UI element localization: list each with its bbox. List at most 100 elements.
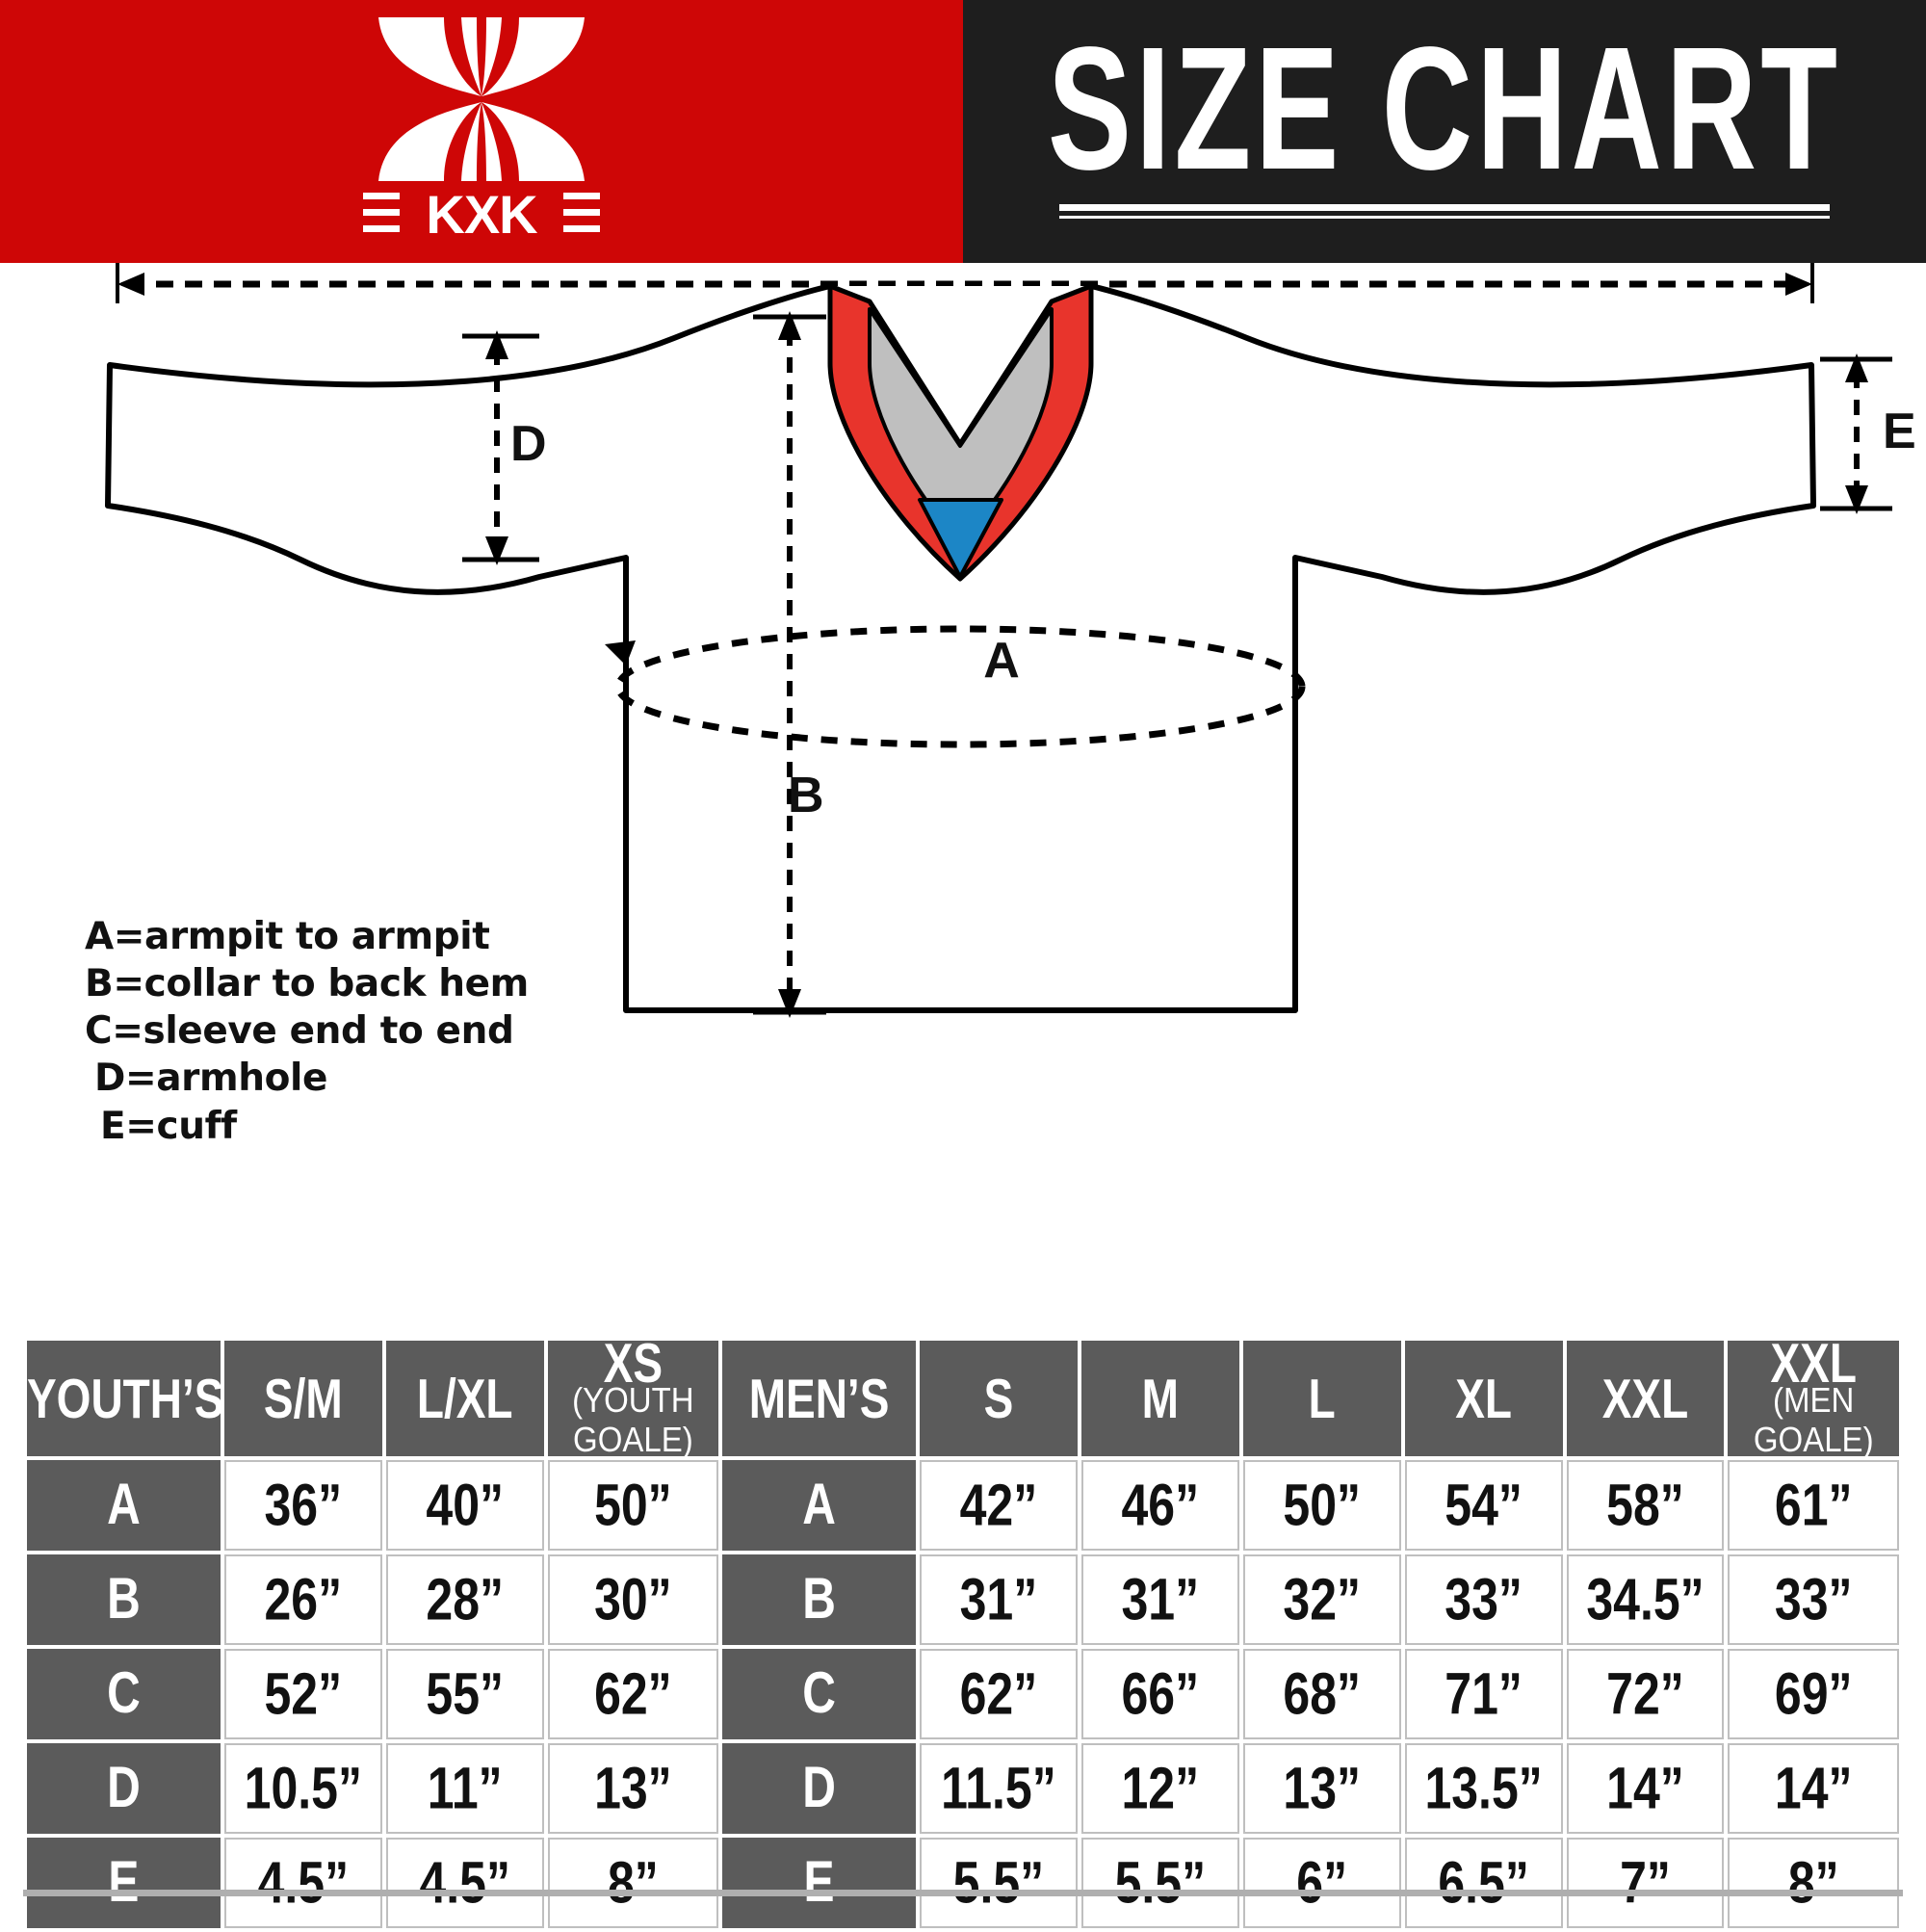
table-header-row: YOUTH’S S/M L/XL XS (YOUTH GOALE) MEN’S	[27, 1335, 1899, 1459]
cell-youth-sm-c: 52”	[223, 1648, 382, 1739]
cell-men-s-c: 62”	[919, 1648, 1078, 1739]
size-table-container: YOUTH’S S/M L/XL XS (YOUTH GOALE) MEN’S	[23, 1335, 1903, 1932]
jersey-collar	[827, 283, 1094, 582]
cell-youth-xs-d: 13”	[547, 1742, 719, 1834]
row-label-men-d: D	[722, 1742, 916, 1834]
cell-men-l-a: 50”	[1242, 1459, 1401, 1551]
table-row: B 26” 28” 30” B 31” 31” 32” 33” 34.5” 33…	[27, 1553, 1899, 1645]
title-block: SIZE CHART	[1048, 21, 1839, 219]
row-label-youth-e: E	[27, 1837, 221, 1928]
measure-b-arrow	[753, 311, 826, 1018]
cell-men-m-a: 46”	[1080, 1459, 1239, 1551]
cell-men-xxlgoalie-e: 8”	[1728, 1837, 1899, 1928]
header-cell-youth-sm: S/M	[223, 1341, 382, 1456]
header-cell-men-xxl-goalie: XXL (MEN GOALE)	[1728, 1335, 1899, 1459]
cell-youth-xs-e: 8”	[547, 1837, 719, 1928]
cell-youth-lxl-d: 11”	[385, 1742, 544, 1834]
legend-line-c: C=sleeve end to end	[85, 1009, 514, 1054]
page-header: KXK SIZE CHART	[0, 0, 1926, 263]
legend: A=armpit to armpit B=collar to back hem …	[85, 913, 586, 1150]
measure-a-label: A	[983, 633, 1020, 689]
cell-men-m-e: 5.5”	[1080, 1837, 1239, 1928]
size-table: YOUTH’S S/M L/XL XS (YOUTH GOALE) MEN’S	[23, 1335, 1903, 1932]
measure-d-label: D	[510, 416, 547, 472]
jersey-diagram: C	[0, 263, 1926, 1298]
header-cell-men-m: M	[1080, 1341, 1239, 1456]
header-cell-men-xxl: XXL	[1566, 1341, 1725, 1456]
row-label-youth-d: D	[27, 1742, 221, 1834]
header-cell-youth-lxl: L/XL	[385, 1341, 544, 1456]
title-underline-thick	[1059, 204, 1830, 211]
cell-men-s-e: 5.5”	[919, 1837, 1078, 1928]
measure-d-arrow	[462, 330, 539, 565]
header-cell-youth-xs-goalie: XS (YOUTH GOALE)	[547, 1335, 719, 1459]
kxk-hourglass-icon	[378, 16, 585, 181]
cell-men-xl-c: 71”	[1404, 1648, 1563, 1739]
cell-men-xxl-e: 7”	[1566, 1837, 1725, 1928]
legend-line-a: A=armpit to armpit	[85, 915, 490, 958]
cell-men-m-d: 12”	[1080, 1742, 1239, 1834]
cell-men-xl-e: 6.5”	[1404, 1837, 1563, 1928]
title-underline-thin	[1059, 216, 1830, 219]
row-label-men-b: B	[722, 1553, 916, 1645]
table-row: E 4.5” 4.5” 8” E 5.5” 5.5” 6” 6.5” 7” 8”	[27, 1837, 1899, 1928]
measure-e-label: E	[1883, 404, 1916, 459]
header-cell-men-l: L	[1242, 1341, 1401, 1456]
cell-youth-lxl-e: 4.5”	[385, 1837, 544, 1928]
table-row: C 52” 55” 62” C 62” 66” 68” 71” 72” 69”	[27, 1648, 1899, 1739]
row-label-men-a: A	[722, 1459, 916, 1551]
cell-men-xxl-a: 58”	[1566, 1459, 1725, 1551]
brand-panel: KXK	[0, 0, 963, 263]
kxk-wordmark-icon: KXK	[363, 185, 600, 241]
kxk-logo: KXK	[356, 12, 607, 252]
header-cell-men-s: S	[919, 1341, 1078, 1456]
legend-line-d: D=armhole	[94, 1057, 328, 1101]
cell-men-xxl-c: 72”	[1566, 1648, 1725, 1739]
cell-men-xxlgoalie-d: 14”	[1728, 1742, 1899, 1834]
cell-men-m-b: 31”	[1080, 1553, 1239, 1645]
table-bottom-rule	[23, 1890, 1903, 1896]
legend-line-b: B=collar to back hem	[85, 962, 529, 1006]
jersey-shoulder-seams	[623, 558, 1298, 1010]
cell-men-l-d: 13”	[1242, 1742, 1401, 1834]
row-label-men-e: E	[722, 1837, 916, 1928]
measure-a-arrowhead	[605, 640, 636, 666]
row-label-youth-b: B	[27, 1553, 221, 1645]
row-label-youth-c: C	[27, 1648, 221, 1739]
cell-youth-sm-a: 36”	[223, 1459, 382, 1551]
measure-a-ellipse	[614, 625, 1306, 748]
measure-c-label: C	[940, 263, 976, 267]
cell-men-l-e: 6”	[1242, 1837, 1401, 1928]
table-row: A 36” 40” 50” A 42” 46” 50” 54” 58” 61”	[27, 1459, 1899, 1551]
cell-men-xl-b: 33”	[1404, 1553, 1563, 1645]
cell-men-l-b: 32”	[1242, 1553, 1401, 1645]
header-cell-mens: MEN’S	[722, 1341, 916, 1456]
cell-men-xxl-d: 14”	[1566, 1742, 1725, 1834]
cell-youth-xs-c: 62”	[547, 1648, 719, 1739]
cell-youth-lxl-b: 28”	[385, 1553, 544, 1645]
jersey-diagram-svg: C	[105, 263, 1916, 1018]
table-row: D 10.5” 11” 13” D 11.5” 12” 13” 13.5” 14…	[27, 1742, 1899, 1834]
cell-men-xxlgoalie-c: 69”	[1728, 1648, 1899, 1739]
measure-c-arrow	[116, 263, 1814, 303]
cell-youth-xs-a: 50”	[547, 1459, 719, 1551]
row-label-men-c: C	[722, 1648, 916, 1739]
legend-line-e: E=cuff	[100, 1104, 237, 1148]
header-cell-youths: YOUTH’S	[27, 1341, 223, 1456]
jersey-outline	[105, 283, 1816, 1013]
cell-youth-lxl-a: 40”	[385, 1459, 544, 1551]
title-panel: SIZE CHART	[963, 0, 1926, 263]
cell-men-xxl-b: 34.5”	[1566, 1553, 1725, 1645]
cell-men-s-a: 42”	[919, 1459, 1078, 1551]
cell-men-xl-a: 54”	[1404, 1459, 1563, 1551]
cell-men-xxlgoalie-a: 61”	[1728, 1459, 1899, 1551]
cell-men-s-d: 11.5”	[919, 1742, 1078, 1834]
measure-e-arrow	[1820, 353, 1892, 514]
svg-text:KXK: KXK	[426, 185, 537, 241]
cell-men-xxlgoalie-b: 33”	[1728, 1553, 1899, 1645]
collar-accent-triangle	[918, 498, 1003, 579]
cell-youth-sm-e: 4.5”	[223, 1837, 382, 1928]
cell-youth-sm-b: 26”	[223, 1553, 382, 1645]
cell-men-xl-d: 13.5”	[1404, 1742, 1563, 1834]
